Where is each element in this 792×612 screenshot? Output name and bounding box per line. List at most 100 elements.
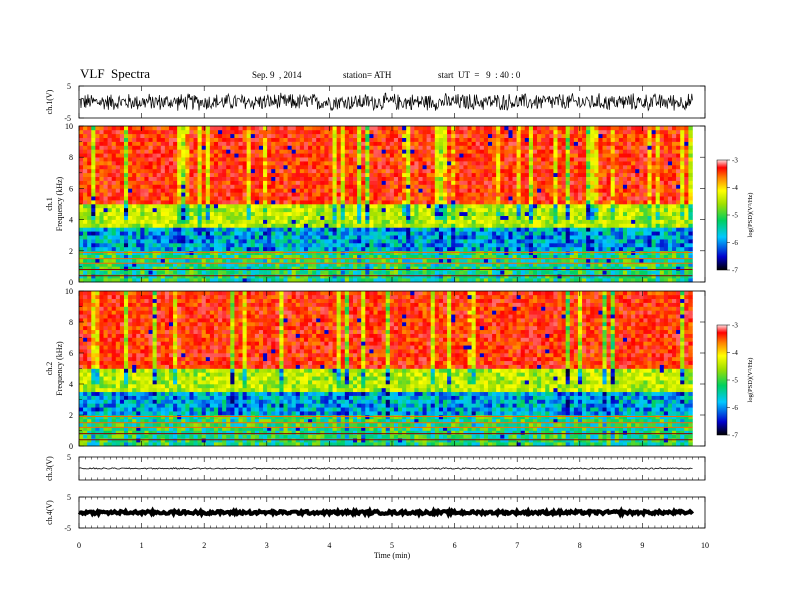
spectrogram-cell bbox=[476, 165, 480, 169]
spectrogram-cell bbox=[468, 134, 472, 138]
spectrogram-cell bbox=[549, 146, 553, 150]
spectrogram-cell bbox=[525, 138, 529, 142]
spectrogram-cell bbox=[345, 208, 349, 212]
spectrogram-cell bbox=[455, 149, 459, 153]
spectrogram-cell bbox=[574, 212, 578, 216]
spectrogram-cell bbox=[414, 235, 418, 239]
spectrogram-cell bbox=[390, 220, 394, 224]
spectrogram-cell bbox=[525, 188, 529, 192]
spectrogram-cell bbox=[508, 212, 512, 216]
spectrogram-cell bbox=[521, 134, 525, 138]
spectrogram-cell bbox=[267, 185, 271, 189]
spectrogram-cell bbox=[492, 251, 496, 255]
spectrogram-cell bbox=[492, 247, 496, 251]
spectrogram-cell bbox=[128, 200, 132, 204]
spectrogram-cell bbox=[153, 192, 157, 196]
spectrogram-cell bbox=[394, 247, 398, 251]
spectrogram-cell bbox=[210, 259, 214, 263]
spectrogram-cell bbox=[468, 192, 472, 196]
spectrogram-cell bbox=[239, 173, 243, 177]
spectrogram-cell bbox=[316, 239, 320, 243]
spectrogram-cell bbox=[320, 220, 324, 224]
spectrogram-cell bbox=[361, 200, 365, 204]
spectrogram-cell bbox=[230, 134, 234, 138]
spectrogram-cell bbox=[124, 243, 128, 247]
spectrogram-cell bbox=[525, 126, 529, 130]
spectrogram-cell bbox=[202, 196, 206, 200]
spectrogram-cell bbox=[251, 177, 255, 181]
spectrogram-cell bbox=[267, 138, 271, 142]
spectrogram-cell bbox=[202, 235, 206, 239]
spectrogram-cell bbox=[570, 274, 574, 278]
spectrogram-cell bbox=[541, 177, 545, 181]
spectrogram-cell bbox=[198, 251, 202, 255]
spectrogram-cell bbox=[214, 134, 218, 138]
spectrogram-cell bbox=[529, 185, 533, 189]
spectrogram-cell bbox=[337, 169, 341, 173]
spectrogram-cell bbox=[116, 142, 120, 146]
spectrogram-cell bbox=[83, 157, 87, 161]
spectrogram-cell bbox=[480, 227, 484, 231]
spectrogram-cell bbox=[455, 208, 459, 212]
spectrogram-cell bbox=[504, 224, 508, 228]
spectrogram-cell bbox=[296, 196, 300, 200]
spectrogram-cell bbox=[251, 259, 255, 263]
spectrogram-cell bbox=[570, 259, 574, 263]
spectrogram-cell bbox=[124, 153, 128, 157]
spectrogram-cell bbox=[275, 126, 279, 130]
spectrogram-cell bbox=[79, 270, 83, 274]
spectrogram-cell bbox=[357, 173, 361, 177]
spectrogram-cell bbox=[226, 235, 230, 239]
spectrogram-cell bbox=[382, 208, 386, 212]
spectrogram-cell bbox=[447, 138, 451, 142]
spectrogram-cell bbox=[513, 153, 517, 157]
spectrogram-cell bbox=[504, 208, 508, 212]
spectrogram-cell bbox=[545, 142, 549, 146]
spectrogram-cell bbox=[525, 169, 529, 173]
spectrogram-cell bbox=[406, 142, 410, 146]
spectrogram-cell bbox=[500, 224, 504, 228]
spectrogram-cell bbox=[431, 185, 435, 189]
spectrogram-cell bbox=[292, 227, 296, 231]
spectrogram-cell bbox=[255, 130, 259, 134]
spectrogram-cell bbox=[218, 227, 222, 231]
spectrogram-cell bbox=[251, 142, 255, 146]
spectrogram-cell bbox=[292, 204, 296, 208]
spectrogram-cell bbox=[304, 185, 308, 189]
spectrogram-cell bbox=[402, 274, 406, 278]
spectrogram-cell bbox=[484, 235, 488, 239]
spectrogram-cell bbox=[206, 153, 210, 157]
spectrogram-cell bbox=[545, 231, 549, 235]
spectrogram-cell bbox=[271, 220, 275, 224]
spectrogram-cell bbox=[513, 177, 517, 181]
spectrogram-cell bbox=[247, 146, 251, 150]
spectrogram-cell bbox=[173, 208, 177, 212]
spectrogram-cell bbox=[353, 142, 357, 146]
spectrogram-cell bbox=[128, 188, 132, 192]
spectrogram-cell bbox=[267, 200, 271, 204]
spectrogram-cell bbox=[292, 259, 296, 263]
spectrogram-cell bbox=[255, 138, 259, 142]
spectrogram-cell bbox=[288, 243, 292, 247]
spectrogram-cell bbox=[198, 149, 202, 153]
spectrogram-cell bbox=[537, 247, 541, 251]
spectrogram-cell bbox=[161, 274, 165, 278]
spectrogram-cell bbox=[312, 220, 316, 224]
spectrogram-cell bbox=[308, 243, 312, 247]
spectrogram-cell bbox=[304, 173, 308, 177]
spectrogram-cell bbox=[570, 243, 574, 247]
spectrogram-cell bbox=[251, 204, 255, 208]
spectrogram-cell bbox=[566, 130, 570, 134]
spectrogram-cell bbox=[267, 126, 271, 130]
spectrogram-cell bbox=[87, 153, 91, 157]
spectrogram-cell bbox=[296, 227, 300, 231]
spectrogram-cell bbox=[251, 126, 255, 130]
spectrogram-cell bbox=[582, 243, 586, 247]
spectrogram-cell bbox=[312, 216, 316, 220]
spectrogram-cell bbox=[271, 208, 275, 212]
spectrogram-cell bbox=[480, 185, 484, 189]
spectrogram-cell bbox=[259, 274, 263, 278]
spectrogram-cell bbox=[324, 157, 328, 161]
spectrogram-cell bbox=[91, 146, 95, 150]
spectrogram-cell bbox=[251, 134, 255, 138]
